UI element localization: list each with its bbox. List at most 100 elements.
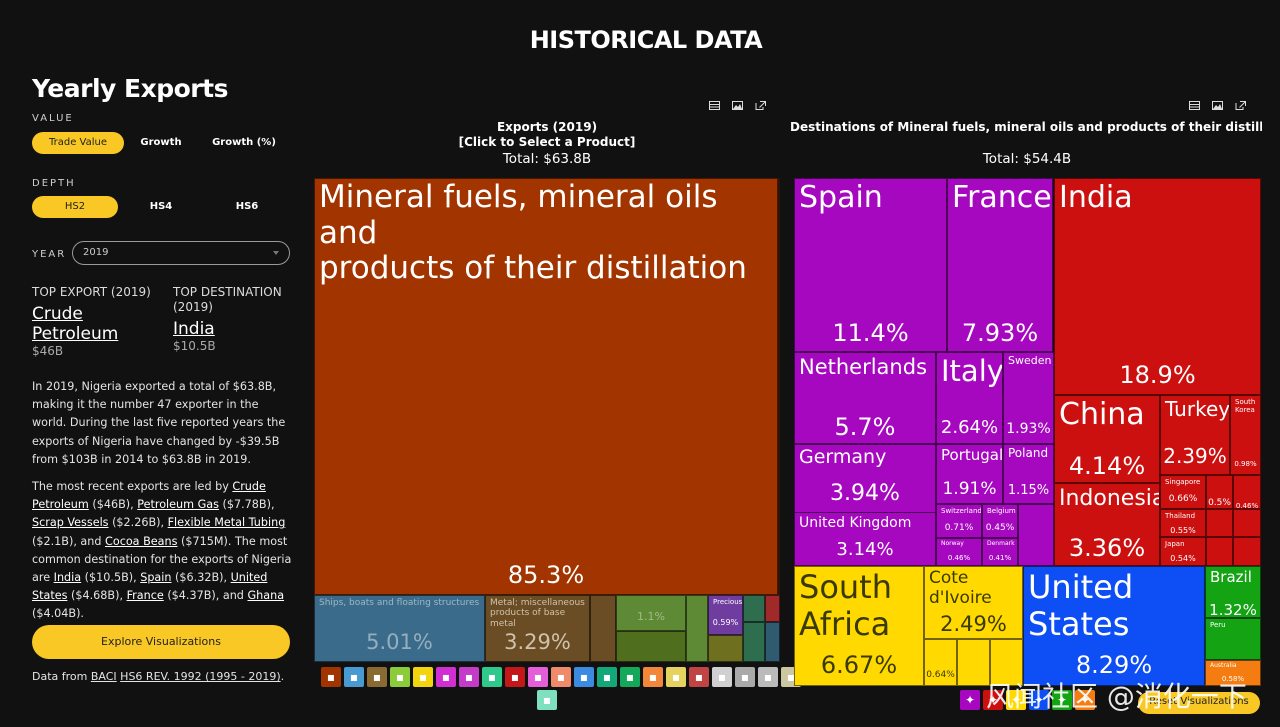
treemap-cell[interactable] bbox=[743, 595, 765, 622]
treemap-cell-singapore[interactable]: Singapore 0.66% bbox=[1160, 475, 1206, 509]
value-option-growth[interactable]: Growth bbox=[140, 137, 182, 148]
treemap-cell-switzerland[interactable]: Switzerland 0.71% bbox=[936, 504, 982, 538]
fruit-icon[interactable]: ▪ bbox=[413, 667, 433, 687]
treemap-cell-australia[interactable]: Australia 0.58% bbox=[1205, 660, 1261, 686]
share-icon[interactable] bbox=[755, 95, 766, 110]
tool-icon[interactable]: ▪ bbox=[321, 667, 341, 687]
metal-icon[interactable]: ▪ bbox=[712, 667, 732, 687]
depth-option-hs6[interactable]: HS6 bbox=[235, 201, 259, 212]
link-hs6-rev[interactable]: HS6 REV. 1992 (1995 - 2019) bbox=[120, 670, 281, 683]
vehicle-icon[interactable]: ▪ bbox=[758, 667, 778, 687]
link-baci[interactable]: BACI bbox=[90, 670, 117, 683]
shirt-icon[interactable]: ▪ bbox=[620, 667, 640, 687]
treemap-cell-food[interactable]: 1.1% bbox=[616, 595, 686, 631]
treemap-cell[interactable] bbox=[590, 595, 616, 662]
treemap-cell[interactable] bbox=[765, 595, 780, 622]
shoe-icon[interactable]: ▪ bbox=[643, 667, 663, 687]
treemap-cell-other[interactable]: 0.64% bbox=[924, 639, 957, 686]
treemap-cell-other[interactable]: 0.5% bbox=[1206, 475, 1233, 509]
treemap-cell-china[interactable]: China 4.14% bbox=[1054, 395, 1160, 483]
value-option-growth-percent[interactable]: Growth (%) bbox=[212, 137, 276, 148]
treemap-cell[interactable] bbox=[957, 639, 990, 686]
treemap-cell-sweden[interactable]: Sweden 1.93% bbox=[1003, 352, 1054, 444]
treemap-cell-portugal[interactable]: Portugal 1.91% bbox=[936, 444, 1003, 504]
link-cocoa-beans[interactable]: Cocoa Beans bbox=[105, 534, 178, 548]
treemap-cell-norway[interactable]: Norway 0.46% bbox=[936, 538, 982, 566]
treemap-cell[interactable] bbox=[1206, 537, 1233, 566]
road-icon[interactable]: ▪ bbox=[344, 667, 364, 687]
treemap-cell[interactable] bbox=[708, 635, 743, 662]
treemap-cell-japan[interactable]: Japan 0.54% bbox=[1160, 537, 1206, 566]
link-india[interactable]: India bbox=[53, 571, 82, 585]
treemap-cell-thailand[interactable]: Thailand 0.55% bbox=[1160, 509, 1206, 537]
table-icon[interactable] bbox=[1189, 95, 1200, 110]
treemap-cell-turkey[interactable]: Turkey 2.39% bbox=[1160, 395, 1230, 475]
treemap-cell-south-korea[interactable]: South Korea 0.98% bbox=[1230, 395, 1261, 475]
treemap-cell-brazil[interactable]: Brazil 1.32% bbox=[1205, 566, 1261, 618]
explore-visualizations-button[interactable]: Explore Visualizations bbox=[32, 625, 290, 659]
depth-option-hs4[interactable]: HS4 bbox=[149, 201, 173, 212]
treemap-cell-peru[interactable]: Peru bbox=[1205, 618, 1261, 660]
top-export-link-line-2[interactable]: Petroleum bbox=[32, 324, 119, 344]
link-petroleum-gas[interactable]: Petroleum Gas bbox=[137, 498, 219, 512]
treemap-cell-indonesia[interactable]: Indonesia 3.36% bbox=[1054, 483, 1160, 566]
plant-icon[interactable]: ▪ bbox=[390, 667, 410, 687]
treemap-cell-india[interactable]: India 18.9% bbox=[1054, 178, 1261, 395]
link-france[interactable]: France bbox=[126, 589, 164, 603]
africa-icon[interactable]: ✦ bbox=[1006, 690, 1026, 710]
treemap-cell-precious[interactable]: Precious... 0.59% bbox=[708, 595, 743, 635]
gem-icon[interactable]: ▪ bbox=[436, 667, 456, 687]
table-icon[interactable] bbox=[709, 95, 720, 110]
misc-icon[interactable]: ▪ bbox=[537, 690, 557, 710]
treemap-cell[interactable] bbox=[1233, 537, 1261, 566]
treemap-cell-denmark[interactable]: Denmark 0.41% bbox=[982, 538, 1018, 566]
treemap-cell-france[interactable]: France 7.93% bbox=[947, 178, 1053, 352]
treemap-cell-small[interactable] bbox=[778, 178, 780, 595]
wood-icon[interactable]: ▪ bbox=[551, 667, 571, 687]
north-america-icon[interactable]: ✦ bbox=[1029, 690, 1049, 710]
treemap-cell-other[interactable]: 0.46% bbox=[1233, 475, 1261, 509]
paper-icon[interactable]: ▪ bbox=[574, 667, 594, 687]
treemap-cell-spain[interactable]: Spain 11.4% bbox=[794, 178, 947, 352]
treemap-cell-cote-d-ivoire[interactable]: Cote d'Ivoire 2.49% bbox=[924, 566, 1023, 639]
treemap-cell-united-states[interactable]: United States 8.29% bbox=[1023, 566, 1205, 686]
depth-option-hs2[interactable]: HS2 bbox=[32, 196, 118, 218]
image-icon[interactable] bbox=[1212, 95, 1223, 110]
treemap-cell[interactable] bbox=[990, 639, 1023, 686]
hide-icon[interactable]: ▪ bbox=[367, 667, 387, 687]
treemap-cell-base-metal[interactable]: Metal; miscellaneous products of base me… bbox=[485, 595, 590, 662]
treemap-cell-ships[interactable]: Ships, boats and floating structures 5.0… bbox=[314, 595, 485, 662]
textile-icon[interactable]: ▪ bbox=[597, 667, 617, 687]
link-crude-petroleum[interactable]: Crude Petroleum bbox=[32, 480, 266, 512]
rubber-icon[interactable]: ▪ bbox=[505, 667, 525, 687]
treemap-cell-belgium[interactable]: Belgium 0.45% bbox=[982, 504, 1018, 538]
top-destination-link[interactable]: India bbox=[173, 319, 215, 339]
treemap-cell[interactable] bbox=[1018, 504, 1054, 566]
share-icon[interactable] bbox=[1235, 95, 1246, 110]
gauge-icon[interactable]: ▪ bbox=[689, 667, 709, 687]
treemap-cell[interactable] bbox=[686, 595, 708, 662]
link-scrap-vessels[interactable]: Scrap Vessels bbox=[32, 516, 109, 530]
link-flexible-metal-tubing[interactable]: Flexible Metal Tubing bbox=[167, 516, 286, 530]
machine-icon[interactable]: ▪ bbox=[735, 667, 755, 687]
year-select[interactable]: 2019 bbox=[72, 241, 290, 265]
south-america-icon[interactable]: ✦ bbox=[1052, 690, 1072, 710]
treemap-cell-poland[interactable]: Poland 1.15% bbox=[1003, 444, 1054, 504]
treemap-cell-south-africa[interactable]: South Africa 6.67% bbox=[794, 566, 924, 686]
treemap-cell-italy[interactable]: Italy 2.64% bbox=[936, 352, 1003, 444]
treemap-cell[interactable] bbox=[1233, 509, 1261, 537]
image-icon[interactable] bbox=[732, 95, 743, 110]
asia-icon[interactable]: ✦ bbox=[983, 690, 1003, 710]
oceania-icon[interactable]: ✦ bbox=[1075, 690, 1095, 710]
plastic-icon[interactable]: ▪ bbox=[482, 667, 502, 687]
box-icon[interactable]: ▪ bbox=[528, 667, 548, 687]
europe-icon[interactable]: ✦ bbox=[960, 690, 980, 710]
link-spain[interactable]: Spain bbox=[140, 571, 172, 585]
stone-icon[interactable]: ▪ bbox=[666, 667, 686, 687]
value-option-trade-value[interactable]: Trade Value bbox=[32, 132, 124, 154]
treemap-cell[interactable] bbox=[616, 631, 686, 662]
link-united-states[interactable]: United States bbox=[32, 571, 268, 603]
link-ghana[interactable]: Ghana bbox=[247, 589, 285, 603]
treemap-cell[interactable] bbox=[743, 622, 765, 662]
flask-icon[interactable]: ▪ bbox=[459, 667, 479, 687]
